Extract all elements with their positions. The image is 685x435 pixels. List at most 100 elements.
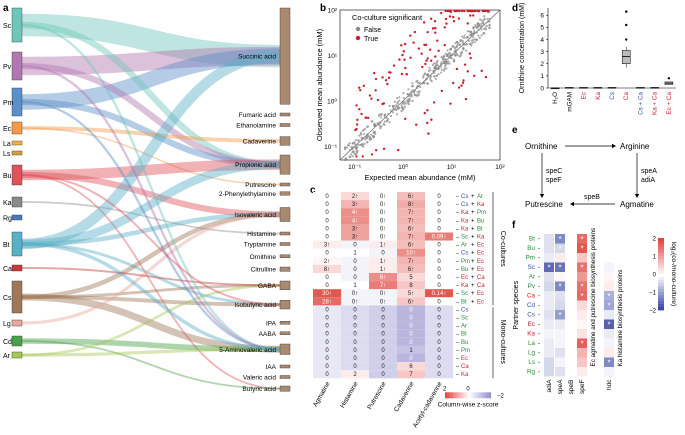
- heatmap-cell: [313, 321, 341, 330]
- scatter-point-true: [412, 41, 415, 44]
- node-arginine: Arginine: [620, 142, 650, 151]
- scatter-point-false: [442, 60, 445, 63]
- scatter-point-false: [479, 18, 482, 21]
- colorbar-swatch: [658, 277, 664, 281]
- sankey-source-node: [11, 231, 23, 257]
- scatter-point-false: [380, 112, 383, 116]
- scatter-point-false: [392, 106, 395, 109]
- sankey-link: [21, 159, 281, 181]
- row-label: –: [456, 307, 460, 313]
- arrow-head: [539, 194, 545, 198]
- scatter-point-true: [355, 123, 359, 126]
- scatter-point-true: [413, 30, 417, 34]
- scatter-point-false: [410, 95, 413, 98]
- scatter-chart: 10⁻¹ 10⁻¹ 10⁰ 10⁰ 10¹ 10¹ 10² 10² Expected mean …: [315, 8, 506, 183]
- significance-star: *: [558, 235, 561, 244]
- x-tick-label: 10²: [495, 164, 505, 171]
- scatter-point-false: [378, 121, 381, 124]
- heatmap-cell: [555, 291, 565, 301]
- scatter-point-false: [488, 24, 491, 27]
- sankey-chart: Sc Pv Pm Ec La Ls Bu Ka Rg Bt Ca Cs Lg Cd Ar Succinic a…: [3, 7, 291, 393]
- panel-letter-b: b: [320, 3, 327, 14]
- row-label-species: Ca: [477, 275, 485, 281]
- heatmap-cell-value: 0: [409, 307, 413, 313]
- significance-star: *: [547, 264, 550, 273]
- sankey-link: [21, 284, 281, 357]
- colorbar-swatch: [445, 392, 448, 399]
- scatter-point-true: [452, 15, 455, 19]
- scatter-point-false: [465, 36, 468, 39]
- heatmap-chart-f: Bt -Bu -Pm -Sc -Ar -Pv -Ca -Cd -Cs -Ec -Ka -La -Lg -L…: [513, 228, 677, 394]
- scatter-point-false: [358, 134, 361, 137]
- sankey-target-node: [279, 300, 291, 310]
- scatter-point-false: [361, 145, 364, 148]
- x-axis-label: Expected mean abundance (mM): [365, 173, 476, 182]
- sankey-target-node: [279, 7, 291, 105]
- heatmap-cell-value: 30↑: [322, 291, 332, 297]
- scatter-point-true: [484, 9, 487, 13]
- arrow-head: [612, 143, 616, 149]
- heatmap-cell: [397, 305, 425, 314]
- heatmap-cell: [397, 297, 425, 306]
- heatmap-cell: [341, 192, 369, 201]
- box: [621, 50, 631, 65]
- heatmap-cell: [341, 370, 369, 379]
- scatter-point-true: [444, 17, 448, 21]
- scatter-point-true: [443, 26, 446, 29]
- heatmap-cell: [425, 273, 453, 282]
- scatter-point-false: [460, 39, 463, 42]
- heatmap-cell: [425, 289, 453, 298]
- sankey-target-node: [279, 231, 291, 236]
- scatter-point-false: [377, 124, 381, 127]
- heatmap-cell: [604, 348, 614, 358]
- scatter-point-false: [477, 34, 480, 37]
- heatmap-cell-value: 0↑: [380, 291, 386, 297]
- scatter-point-true: [382, 147, 386, 151]
- row-label: –: [456, 332, 460, 338]
- colorbar-tick: 2: [443, 386, 447, 392]
- heatmap-cell: [425, 362, 453, 371]
- scatter-point-true: [451, 81, 455, 85]
- sankey-target-node: [279, 154, 291, 175]
- sankey-target-label: Propionic acid: [235, 162, 276, 169]
- heatmap-cell: [555, 348, 565, 358]
- heatmap-cell-value: 0: [353, 275, 357, 281]
- colorbar-swatch: [658, 304, 664, 308]
- heatmap-cell-value: 0: [437, 364, 441, 370]
- row-dash: -: [538, 313, 540, 319]
- scatter-point-true: [468, 52, 472, 55]
- heatmap-cell: [369, 305, 397, 314]
- heatmap-cell: [313, 370, 341, 379]
- row-label: –: [456, 283, 460, 289]
- scatter-point-false: [413, 93, 416, 96]
- scatter-point-true: [443, 43, 446, 47]
- heatmap-cell: [425, 281, 453, 290]
- scatter-point-true: [358, 86, 361, 89]
- heatmap-cell: [566, 253, 576, 263]
- column-label: adiA: [546, 379, 553, 393]
- significance-star: *: [607, 292, 610, 301]
- heatmap-cell: [369, 240, 397, 249]
- scatter-point-false: [368, 136, 371, 139]
- box-chart: 0 1 2 3 4 5 6 Ornithine concentration (mM) H₂O mG…: [519, 3, 676, 115]
- row-label: Ec: [528, 321, 535, 328]
- sankey-source-label: Bt: [3, 242, 10, 249]
- row-label-species: Ka: [461, 218, 469, 224]
- scatter-point-false: [418, 81, 421, 84]
- panel-letter-a: a: [3, 3, 9, 14]
- scatter-point-true: [368, 94, 372, 97]
- scatter-point-false: [442, 56, 445, 59]
- heatmap-cell-value: 0: [353, 324, 357, 330]
- heatmap-cell: [544, 300, 554, 310]
- scatter-point-false: [359, 133, 363, 136]
- sankey-target-label: Isobutyric acid: [234, 302, 276, 309]
- colorbar-swatch: [658, 301, 664, 305]
- row-label-species: Ec: [477, 251, 484, 257]
- heatmap-cell: [555, 262, 565, 272]
- sankey-target-label: GABA: [258, 283, 277, 290]
- row-label: –: [456, 202, 460, 208]
- heatmap-cell-value: 0↑: [380, 299, 386, 305]
- scatter-point-false: [473, 29, 476, 33]
- heatmap-cell: [313, 200, 341, 209]
- sankey-link: [21, 48, 281, 110]
